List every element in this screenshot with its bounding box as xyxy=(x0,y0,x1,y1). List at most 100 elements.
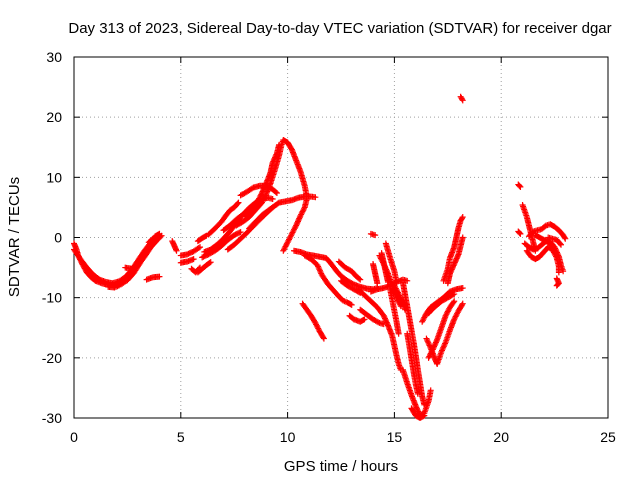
data-point xyxy=(357,276,364,283)
data-point xyxy=(269,159,276,166)
data-point xyxy=(258,189,265,196)
data-point xyxy=(448,267,455,274)
y-axis-label: SDTVAR / TECUs xyxy=(6,177,23,297)
data-point xyxy=(259,188,266,195)
data-point xyxy=(516,183,523,190)
data-point xyxy=(270,157,277,164)
data-point xyxy=(555,269,562,276)
data-point xyxy=(446,270,453,277)
data-point xyxy=(262,181,269,188)
data-point xyxy=(454,254,461,261)
data-point xyxy=(425,339,432,346)
data-point xyxy=(115,282,122,289)
y-tick-label: 30 xyxy=(46,49,62,65)
data-point xyxy=(382,316,389,323)
data-point xyxy=(459,300,466,307)
data-point xyxy=(347,301,354,308)
data-point xyxy=(312,194,319,201)
data-point xyxy=(320,335,327,342)
data-point xyxy=(315,263,322,270)
data-point xyxy=(348,301,355,308)
data-point xyxy=(425,341,432,348)
data-point xyxy=(414,407,421,414)
data-point xyxy=(207,259,214,266)
data-point xyxy=(270,158,277,165)
data-point xyxy=(235,199,242,206)
data-point xyxy=(561,234,568,241)
y-tick-label: -10 xyxy=(42,290,62,306)
data-point xyxy=(431,343,438,350)
data-point xyxy=(269,195,276,202)
data-point xyxy=(438,348,445,355)
data-point xyxy=(424,336,431,343)
data-point xyxy=(426,342,433,349)
data-point xyxy=(439,347,446,354)
data-point xyxy=(448,266,455,273)
data-point xyxy=(553,282,560,289)
data-point xyxy=(361,316,368,323)
data-point xyxy=(295,216,302,223)
data-point xyxy=(156,230,163,237)
data-point xyxy=(558,241,565,248)
data-point xyxy=(273,189,280,196)
data-point xyxy=(413,405,420,412)
data-point xyxy=(433,338,440,345)
data-point xyxy=(453,255,460,262)
data-point xyxy=(453,256,460,263)
data-point xyxy=(449,291,456,298)
data-point xyxy=(262,183,269,190)
y-tick-label: -20 xyxy=(42,350,62,366)
data-point xyxy=(296,214,303,221)
data-point xyxy=(548,241,555,248)
data-point xyxy=(449,265,456,272)
data-point xyxy=(380,312,387,319)
data-point xyxy=(381,314,388,321)
data-point xyxy=(447,269,454,276)
data-point xyxy=(173,247,180,254)
x-tick-label: 20 xyxy=(493,429,509,445)
data-points xyxy=(71,93,569,421)
data-point xyxy=(156,273,163,280)
data-point xyxy=(412,402,419,409)
data-point xyxy=(296,215,303,222)
data-point xyxy=(316,267,323,274)
x-axis: 0 5 10 15 20 25 xyxy=(70,57,616,445)
data-point xyxy=(459,215,466,222)
data-point xyxy=(459,285,466,292)
data-point xyxy=(554,281,561,288)
y-axis: -30 -20 -10 0 10 20 30 xyxy=(42,49,608,426)
data-point xyxy=(260,185,267,192)
data-point xyxy=(384,279,391,286)
data-point xyxy=(316,266,323,273)
data-point xyxy=(432,339,439,346)
y-tick-label: 10 xyxy=(46,169,62,185)
data-point xyxy=(303,195,310,202)
y-tick-label: 20 xyxy=(46,109,62,125)
data-point xyxy=(260,187,267,194)
data-point xyxy=(294,219,301,226)
data-point xyxy=(452,258,459,265)
data-point xyxy=(360,316,367,323)
data-point xyxy=(429,346,436,353)
data-point xyxy=(268,205,275,212)
x-tick-label: 0 xyxy=(70,429,78,445)
grid xyxy=(74,57,608,418)
x-tick-label: 10 xyxy=(280,429,296,445)
data-point xyxy=(271,155,278,162)
data-point xyxy=(276,141,283,148)
data-point xyxy=(441,341,448,348)
data-point xyxy=(272,189,279,196)
data-point xyxy=(374,280,381,287)
data-point xyxy=(459,97,466,104)
data-point xyxy=(381,315,388,322)
data-point xyxy=(450,262,457,269)
y-tick-label: -30 xyxy=(42,410,62,426)
data-point xyxy=(315,264,322,271)
data-point xyxy=(236,229,243,236)
data-point xyxy=(195,244,202,251)
y-tick-label: 0 xyxy=(54,230,62,246)
data-point xyxy=(393,279,400,286)
data-point xyxy=(202,233,209,240)
data-point xyxy=(395,330,402,337)
